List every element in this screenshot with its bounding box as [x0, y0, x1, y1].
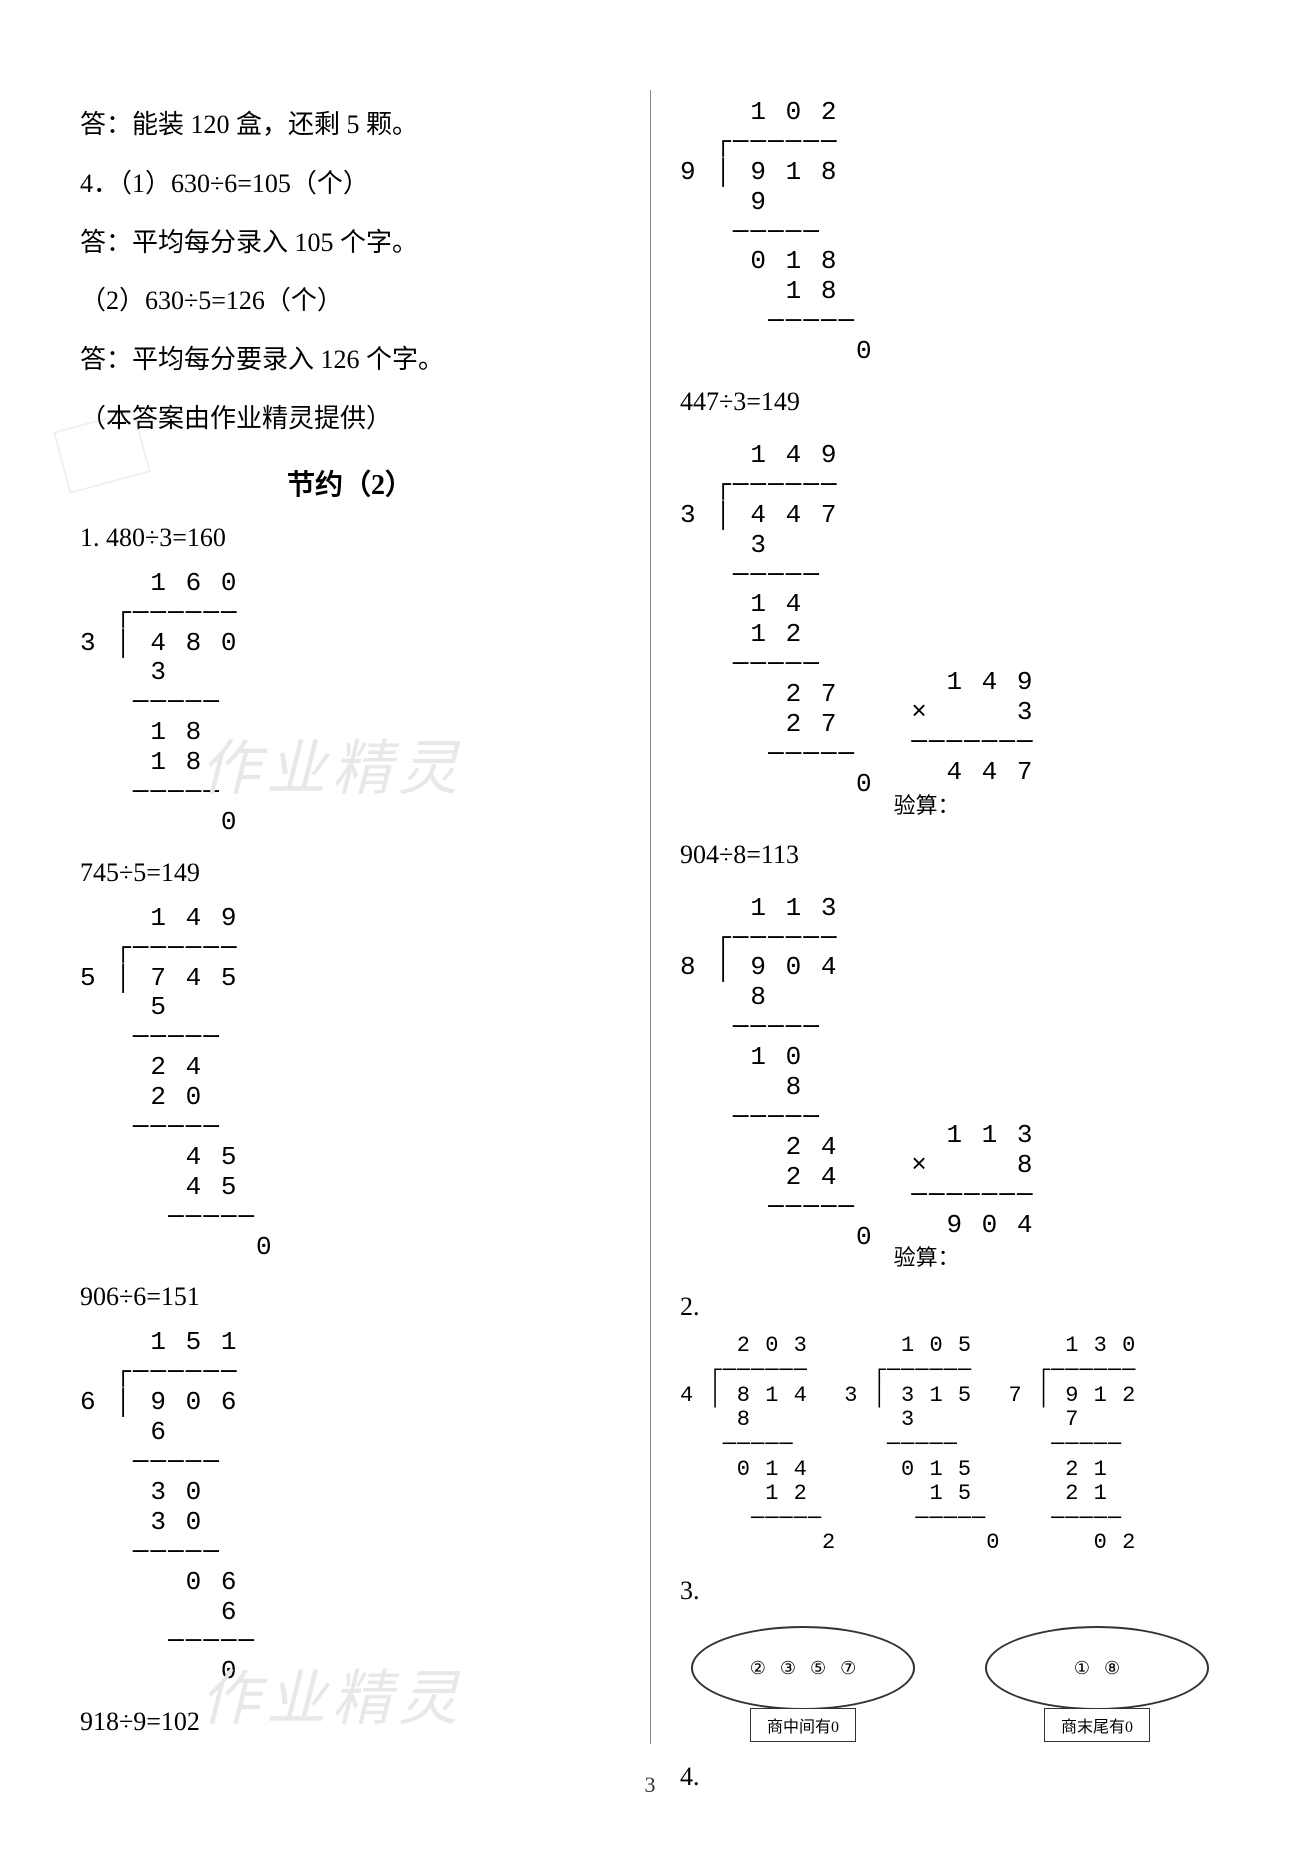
multiplication-check: 1 4 9 × 3 ─────── 4 4 7: [894, 668, 1035, 788]
credit-line: （本答案由作业精灵提供）: [80, 396, 620, 443]
oval-item: ②: [750, 1658, 766, 1679]
oval-group-left: ② ③ ⑤ ⑦ 商中间有0: [691, 1626, 915, 1742]
oval-item: ⑤: [810, 1658, 826, 1679]
question-number: 3.: [680, 1576, 1220, 1606]
three-long-divisions: 2 0 3 ┌────── 4 │ 8 1 4 8 ───── 0 1 4 1 …: [680, 1334, 1220, 1556]
page-container: 答：能装 120 盒，还剩 5 颗。 4．（1）630÷6=105（个） 答：平…: [0, 0, 1300, 1864]
oval-label-left: 商中间有0: [750, 1708, 856, 1742]
long-division: 1 0 2 ┌────── 9 │ 9 1 8 9 ───── 0 1 8 1 …: [680, 98, 1220, 367]
oval-item: ⑦: [840, 1658, 856, 1679]
verify-label: 验算：: [894, 793, 960, 818]
problem-line: 4．（1）630÷6=105（个）: [80, 161, 620, 208]
ovals-container: ② ③ ⑤ ⑦ 商中间有0 ① ⑧ 商末尾有0: [680, 1626, 1220, 1742]
long-division: 1 1 3 ┌────── 8 │ 9 0 4 8 ───── 1 0 8 ──…: [680, 894, 874, 1253]
calc-row: 1 4 9 ┌────── 3 │ 4 4 7 3 ───── 1 4 1 2 …: [680, 433, 1220, 820]
oval-right: ① ⑧: [985, 1626, 1209, 1710]
equation: 745÷5=149: [80, 858, 620, 888]
page-number: 3: [645, 1772, 656, 1798]
long-division: 1 6 0 ┌────── 3 │ 4 8 0 3 ───── 1 8 1 8 …: [80, 569, 620, 838]
calc-row: 1 1 3 ┌────── 8 │ 9 0 4 8 ───── 1 0 8 ──…: [680, 886, 1220, 1273]
question-number: 2.: [680, 1292, 1220, 1322]
verify-block: 1 4 9 × 3 ─────── 4 4 7 验算：: [894, 668, 1035, 820]
oval-item: ①: [1074, 1658, 1090, 1679]
oval-item: ③: [780, 1658, 796, 1679]
multiplication-check: 1 1 3 × 8 ─────── 9 0 4: [894, 1121, 1035, 1241]
long-division: 1 0 5 ┌────── 3 │ 3 1 5 3 ───── 0 1 5 1 …: [844, 1334, 1000, 1556]
oval-label-right: 商末尾有0: [1044, 1708, 1150, 1742]
long-division: 2 0 3 ┌────── 4 │ 8 1 4 8 ───── 0 1 4 1 …: [680, 1334, 836, 1556]
long-division: 1 4 9 ┌────── 5 │ 7 4 5 5 ───── 2 4 2 0 …: [80, 904, 620, 1263]
left-column: 答：能装 120 盒，还剩 5 颗。 4．（1）630÷6=105（个） 答：平…: [60, 90, 650, 1804]
answer-line: 答：能装 120 盒，还剩 5 颗。: [80, 102, 620, 149]
long-division: 1 3 0 ┌────── 7 │ 9 1 2 7 ───── 2 1 2 1 …: [1008, 1334, 1136, 1556]
equation: 1. 480÷3=160: [80, 523, 620, 553]
equation: 906÷6=151: [80, 1282, 620, 1312]
long-division: 1 4 9 ┌────── 3 │ 4 4 7 3 ───── 1 4 1 2 …: [680, 441, 874, 800]
oval-left: ② ③ ⑤ ⑦: [691, 1626, 915, 1710]
equation: 904÷8=113: [680, 840, 1220, 870]
question-number: 4.: [680, 1762, 1220, 1792]
equation: 918÷9=102: [80, 1707, 620, 1737]
column-divider: [650, 90, 651, 1744]
right-column: 1 0 2 ┌────── 9 │ 9 1 8 9 ───── 0 1 8 1 …: [650, 90, 1240, 1804]
problem-line: （2）630÷5=126（个）: [80, 278, 620, 325]
answer-line: 答：平均每分录入 105 个字。: [80, 220, 620, 267]
equation: 447÷3=149: [680, 387, 1220, 417]
verify-label: 验算：: [894, 1245, 960, 1270]
verify-block: 1 1 3 × 8 ─────── 9 0 4 验算：: [894, 1121, 1035, 1273]
oval-group-right: ① ⑧ 商末尾有0: [985, 1626, 1209, 1742]
long-division: 1 5 1 ┌────── 6 │ 9 0 6 6 ───── 3 0 3 0 …: [80, 1328, 620, 1687]
section-title: 节约（2）: [80, 463, 620, 503]
answer-line: 答：平均每分要录入 126 个字。: [80, 337, 620, 384]
oval-item: ⑧: [1104, 1658, 1120, 1679]
